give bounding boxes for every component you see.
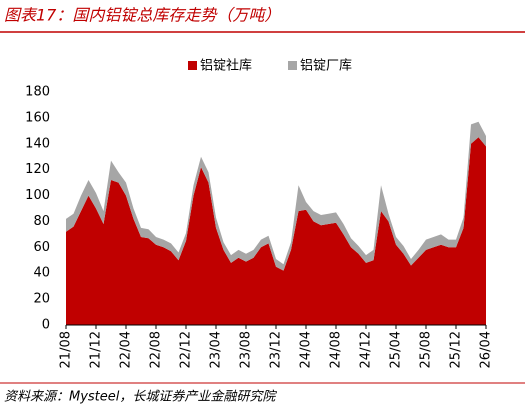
area	[66, 137, 486, 325]
y-tick-label: 100	[25, 188, 50, 203]
y-tick-label: 80	[33, 214, 50, 229]
y-tick-label: 40	[33, 266, 50, 281]
y-tick-label: 180	[25, 85, 50, 100]
x-tick-label: 22/08	[149, 331, 164, 368]
source: 资料来源：Mysteel，长城证券产业金融研究院	[4, 389, 277, 405]
legend-swatch	[288, 61, 297, 70]
x-tick-label: 25/12	[449, 331, 464, 368]
y-tick-label: 160	[25, 110, 50, 125]
x-tick-label: 23/12	[269, 331, 284, 368]
x-tick-label: 21/08	[59, 331, 74, 368]
legend-swatch	[188, 61, 197, 70]
x-tick-label: 24/08	[329, 331, 344, 368]
y-tick-label: 20	[33, 292, 50, 307]
x-tick-label: 25/08	[419, 331, 434, 368]
x-tick-label: 23/08	[239, 331, 254, 368]
legend-label: 铝锭厂库	[300, 58, 352, 74]
x-tick-label: 23/04	[209, 331, 224, 368]
x-tick-label: 24/04	[299, 331, 314, 368]
y-tick-label: 60	[33, 240, 50, 255]
y-tick-label: 120	[25, 162, 50, 177]
legend-label: 铝锭社库	[200, 58, 252, 74]
chart-title: 图表17：国内铝锭总库存走势（万吨）	[4, 6, 280, 25]
x-tick-label: 22/04	[119, 331, 134, 368]
x-tick-label: 21/12	[89, 331, 104, 368]
x-tick-label: 25/04	[389, 331, 404, 368]
x-tick-label: 26/04	[479, 331, 494, 368]
y-tick-label: 0	[42, 318, 50, 333]
x-tick-label: 24/12	[359, 331, 374, 368]
x-tick-label: 22/12	[179, 331, 194, 368]
y-tick-label: 140	[25, 136, 50, 151]
